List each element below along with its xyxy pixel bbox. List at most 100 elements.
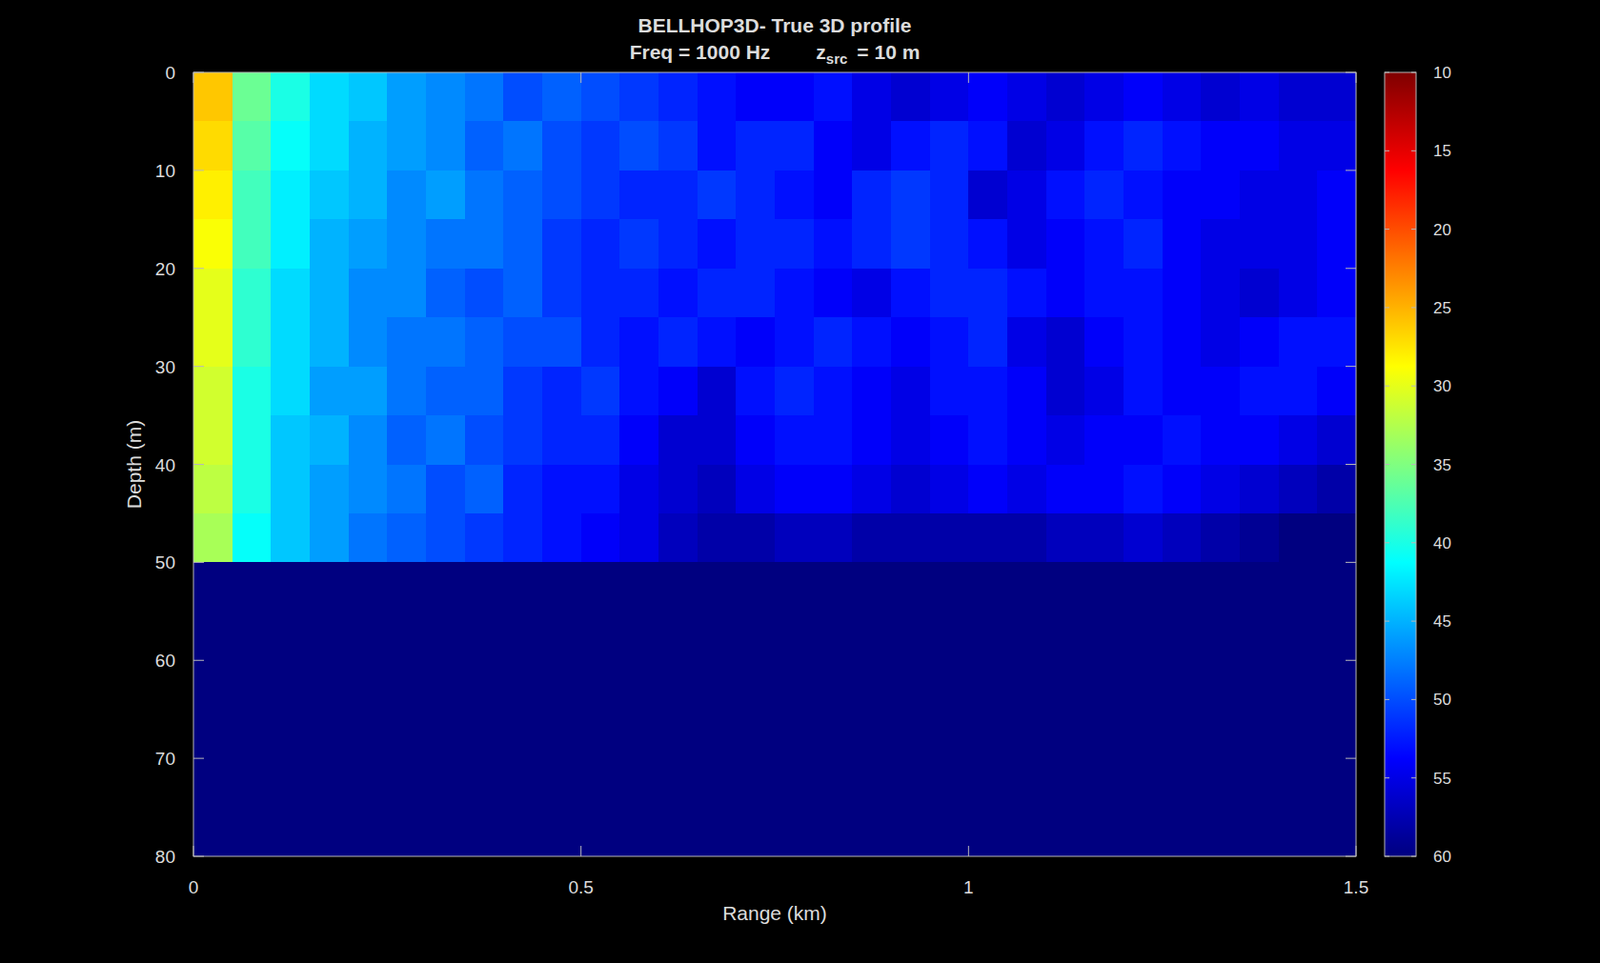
cell <box>1007 660 1047 710</box>
cell <box>813 465 853 515</box>
cell <box>1239 758 1279 809</box>
cell <box>813 268 853 319</box>
cell <box>193 366 233 417</box>
cell <box>851 366 892 417</box>
cell <box>348 513 388 564</box>
cell <box>697 709 737 760</box>
cell <box>465 72 505 122</box>
y-tick-label: 10 <box>155 161 176 182</box>
cell <box>813 121 853 171</box>
cell <box>1162 465 1202 515</box>
cell <box>581 268 621 319</box>
y-tick-label: 50 <box>155 552 176 573</box>
cell <box>891 170 931 221</box>
cell <box>503 611 543 662</box>
cell <box>1278 317 1318 367</box>
cell <box>1316 660 1357 710</box>
cell <box>1162 170 1202 221</box>
cell <box>968 808 1008 857</box>
x-tick <box>580 846 582 857</box>
cell <box>1316 808 1357 857</box>
cell <box>425 219 466 269</box>
cell <box>697 611 737 662</box>
cell <box>851 562 892 612</box>
cell <box>619 317 659 367</box>
cell <box>309 562 349 612</box>
cell <box>1316 611 1357 662</box>
cell <box>697 513 737 564</box>
cell <box>193 513 233 564</box>
cell <box>1278 219 1318 269</box>
cell <box>968 121 1008 171</box>
y-tick-label: 70 <box>155 749 176 770</box>
y-tick <box>1345 464 1357 466</box>
cell <box>930 562 970 612</box>
cell <box>542 121 582 171</box>
cell <box>465 366 505 417</box>
cell <box>309 219 349 269</box>
cell <box>270 660 310 710</box>
cell <box>1162 611 1202 662</box>
cell <box>386 513 426 564</box>
cell <box>503 219 543 269</box>
cell <box>658 219 698 269</box>
cell <box>1278 660 1318 710</box>
cell <box>1162 366 1202 417</box>
cell <box>348 562 388 612</box>
y-tick-label: 30 <box>155 357 176 378</box>
cell <box>386 268 426 319</box>
cell <box>232 758 272 809</box>
colorbar-tick-label: 30 <box>1433 377 1452 396</box>
cell <box>193 415 233 466</box>
cell <box>193 72 233 122</box>
cell <box>1084 660 1124 710</box>
cell <box>465 465 505 515</box>
cell <box>1316 562 1357 612</box>
cell <box>891 317 931 367</box>
cell <box>1278 465 1318 515</box>
cell <box>930 465 970 515</box>
cell <box>1162 709 1202 760</box>
cell <box>1278 513 1318 564</box>
cell <box>697 808 737 857</box>
cell <box>270 170 310 221</box>
cell <box>1046 219 1086 269</box>
colorbar-tick <box>1411 777 1417 779</box>
cell <box>1123 808 1163 857</box>
cell <box>193 317 233 367</box>
cell <box>386 758 426 809</box>
cell <box>348 268 388 319</box>
cell <box>735 758 775 809</box>
cell <box>1200 121 1240 171</box>
cell <box>193 611 233 662</box>
cell <box>309 660 349 710</box>
cell <box>658 72 698 122</box>
cell <box>503 758 543 809</box>
cell <box>542 660 582 710</box>
cell <box>1123 465 1163 515</box>
cell <box>658 465 698 515</box>
cell <box>465 808 505 857</box>
cell <box>697 121 737 171</box>
cell <box>891 366 931 417</box>
cell <box>891 465 931 515</box>
cell <box>1278 121 1318 171</box>
cell <box>735 808 775 857</box>
cell <box>465 317 505 367</box>
cell <box>425 709 466 760</box>
cell <box>1007 366 1047 417</box>
colorbar-tick-label: 60 <box>1433 848 1452 867</box>
colorbar-tick <box>1384 385 1390 387</box>
cell <box>503 660 543 710</box>
cell <box>1316 121 1357 171</box>
cell <box>658 268 698 319</box>
cell <box>1123 415 1163 466</box>
cell <box>1123 170 1163 221</box>
cell <box>735 465 775 515</box>
cell <box>503 366 543 417</box>
cell <box>503 170 543 221</box>
cell <box>851 317 892 367</box>
cell <box>619 366 659 417</box>
cell <box>503 415 543 466</box>
cell <box>348 758 388 809</box>
